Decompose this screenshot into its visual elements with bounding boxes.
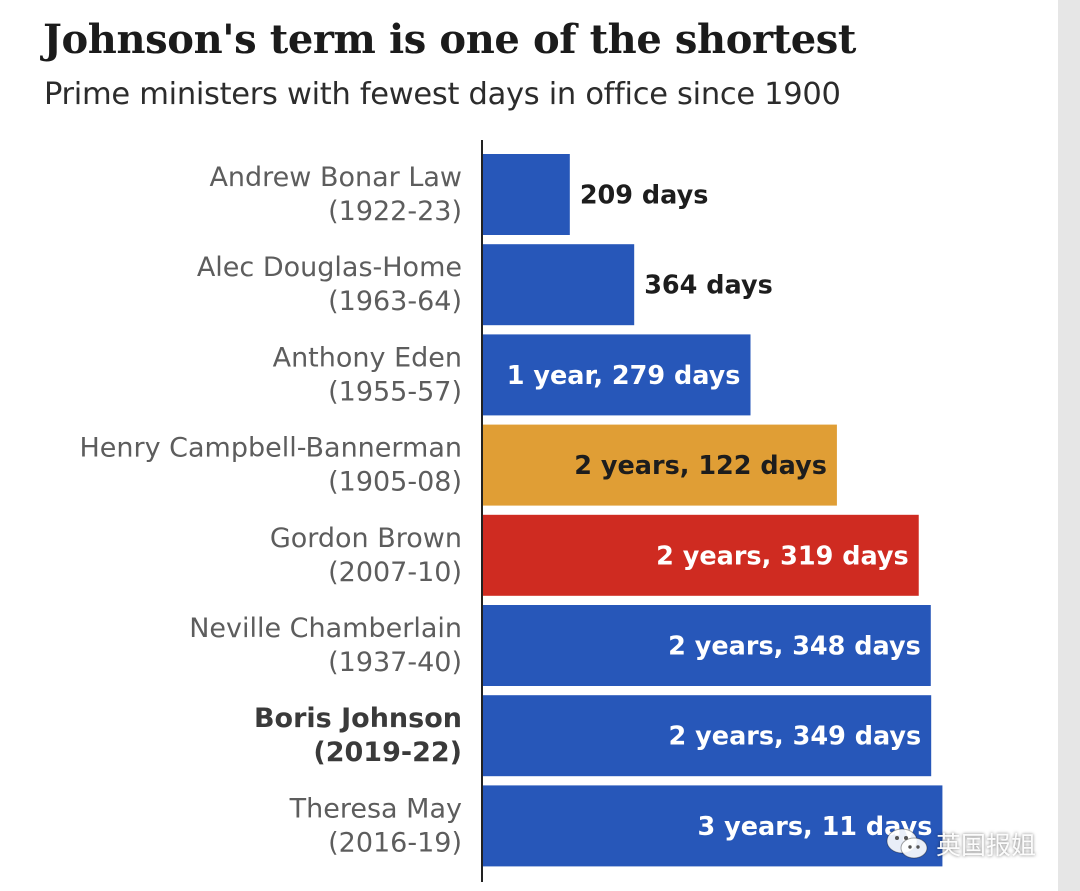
category-label: Neville Chamberlain: [189, 613, 462, 644]
bar-chart-svg: Andrew Bonar Law(1922-23) 209 days Alec Do…: [79, 140, 943, 882]
bar: [483, 334, 751, 416]
category-period-label: (2016-19): [328, 827, 462, 858]
bar: [483, 244, 635, 326]
bar: [483, 154, 570, 235]
chart-subtitle: Prime ministers with fewest days in offi…: [44, 77, 841, 112]
data-label: 2 years, 319 days: [656, 541, 909, 571]
category-period-label: (1937-40): [328, 647, 462, 678]
category-label: Henry Campbell-Bannerman: [79, 433, 462, 464]
chart-title: Johnson's term is one of the shortest: [43, 16, 856, 63]
page-margin: [1058, 0, 1080, 891]
bar: [483, 514, 919, 596]
chart-card: Johnson's term is one of the shortest Pr…: [0, 0, 1058, 891]
bar: [483, 695, 932, 777]
bar-chart: Andrew Bonar Law (1922-23) 209 days Alec Do…: [0, 130, 1058, 891]
category-label: Andrew Bonar Law: [209, 162, 462, 193]
watermark: 英国报姐: [884, 822, 1036, 866]
category-label: Gordon Brown: [270, 523, 462, 554]
data-label: 2 years, 349 days: [669, 722, 922, 752]
data-label: 2 years, 348 days: [668, 632, 921, 662]
watermark-text: 英国报姐: [936, 831, 1037, 860]
data-label: 209 days: [580, 181, 709, 211]
category-period-label: (1963-64): [328, 286, 462, 317]
category-label: Boris Johnson: [254, 703, 462, 734]
category-period-label: (1922-23): [328, 196, 462, 227]
category-label: Anthony Eden: [273, 342, 462, 373]
category-period-label: (1955-57): [328, 376, 462, 407]
category-period-label: (2019-22): [313, 737, 462, 768]
bar: [483, 785, 943, 867]
data-label: 2 years, 122 days: [574, 451, 827, 481]
category-label: Alec Douglas-Home: [197, 252, 462, 283]
wechat-logo-icon: [886, 828, 928, 859]
data-label: 364 days: [644, 271, 773, 301]
bar: [483, 424, 837, 506]
data-label: 1 year, 279 days: [507, 361, 741, 391]
category-label: Theresa May: [289, 793, 462, 824]
category-period-label: (2007-10): [328, 557, 462, 588]
category-period-label: (1905-08): [328, 467, 462, 498]
bar: [483, 605, 931, 686]
